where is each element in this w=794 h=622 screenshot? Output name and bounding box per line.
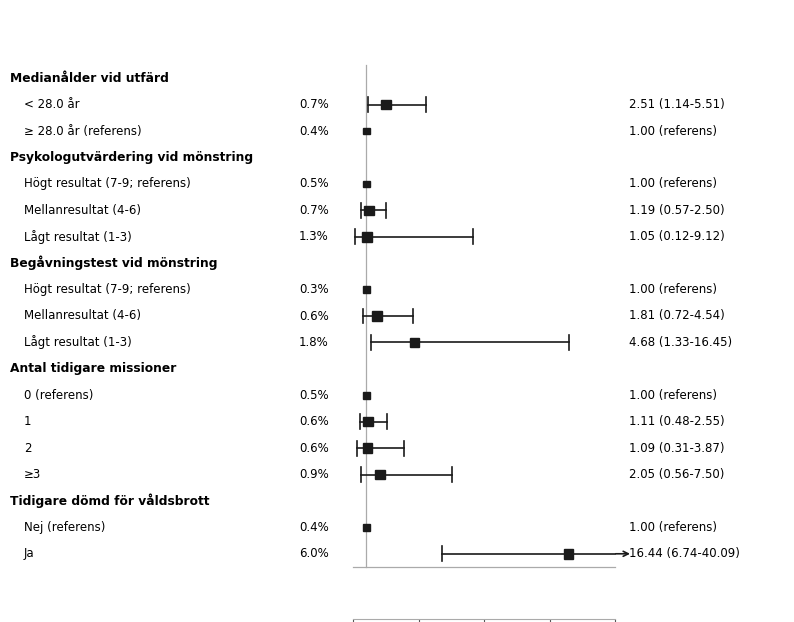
Text: ≥ 28.0 år (referens): ≥ 28.0 år (referens) [24,124,141,137]
Text: Våldsbrottsdom: Våldsbrottsdom [317,9,477,27]
Text: 1.8%: 1.8% [299,336,329,349]
Text: 0.4%: 0.4% [299,521,329,534]
Text: 2.05 (0.56-7.50): 2.05 (0.56-7.50) [629,468,724,481]
Text: Antal fall (%): Antal fall (%) [270,43,357,56]
Text: Nej (referens): Nej (referens) [24,521,105,534]
Text: Mellanresultat (4-6): Mellanresultat (4-6) [24,310,141,322]
Text: 1: 1 [24,415,31,428]
Text: Tidigare dömd för våldsbrott: Tidigare dömd för våldsbrott [10,494,209,508]
Text: Mellanresultat (4-6): Mellanresultat (4-6) [24,204,141,217]
Text: 0.5%: 0.5% [299,389,329,402]
Text: 1.05 (0.12-9.12): 1.05 (0.12-9.12) [629,230,725,243]
Text: Relativ risk (95% konfidensintervall): Relativ risk (95% konfidensintervall) [418,43,660,56]
Text: 1.00 (referens): 1.00 (referens) [629,177,717,190]
Text: 16.44 (6.74-40.09): 16.44 (6.74-40.09) [629,547,740,560]
Text: Psykologutvärdering vid mönstring: Psykologutvärdering vid mönstring [10,151,252,164]
Text: 1.3%: 1.3% [299,230,329,243]
Text: Ja: Ja [24,547,34,560]
Text: Begåvningstest vid mönstring: Begåvningstest vid mönstring [10,256,217,271]
Text: 2: 2 [24,442,31,455]
Text: 0.3%: 0.3% [299,283,329,296]
Text: 0.6%: 0.6% [299,310,329,322]
Text: 1.00 (referens): 1.00 (referens) [629,283,717,296]
Text: 0.7%: 0.7% [299,204,329,217]
Text: 4.68 (1.33-16.45): 4.68 (1.33-16.45) [629,336,732,349]
Text: Lågt resultat (1-3): Lågt resultat (1-3) [24,230,132,244]
Text: Högt resultat (7-9; referens): Högt resultat (7-9; referens) [24,283,191,296]
Text: 1.81 (0.72-4.54): 1.81 (0.72-4.54) [629,310,725,322]
Text: 1.00 (referens): 1.00 (referens) [629,124,717,137]
Text: 0.6%: 0.6% [299,415,329,428]
Text: 0.4%: 0.4% [299,124,329,137]
Text: Medianålder vid utfärd: Medianålder vid utfärd [10,72,168,85]
Text: 1.00 (referens): 1.00 (referens) [629,521,717,534]
Text: Lågt resultat (1-3): Lågt resultat (1-3) [24,335,132,350]
Text: 6.0%: 6.0% [299,547,329,560]
Text: Antal tidigare missioner: Antal tidigare missioner [10,363,176,375]
Text: ≥3: ≥3 [24,468,41,481]
Text: 0.5%: 0.5% [299,177,329,190]
Text: 0.9%: 0.9% [299,468,329,481]
Text: 2.51 (1.14-5.51): 2.51 (1.14-5.51) [629,98,725,111]
Text: 0 (referens): 0 (referens) [24,389,93,402]
Text: Högt resultat (7-9; referens): Högt resultat (7-9; referens) [24,177,191,190]
Text: 1.11 (0.48-2.55): 1.11 (0.48-2.55) [629,415,724,428]
Text: < 28.0 år: < 28.0 år [24,98,79,111]
Text: 1.00 (referens): 1.00 (referens) [629,389,717,402]
Text: 0.6%: 0.6% [299,442,329,455]
Text: 0.7%: 0.7% [299,98,329,111]
Text: 1.09 (0.31-3.87): 1.09 (0.31-3.87) [629,442,724,455]
Text: 1.19 (0.57-2.50): 1.19 (0.57-2.50) [629,204,724,217]
